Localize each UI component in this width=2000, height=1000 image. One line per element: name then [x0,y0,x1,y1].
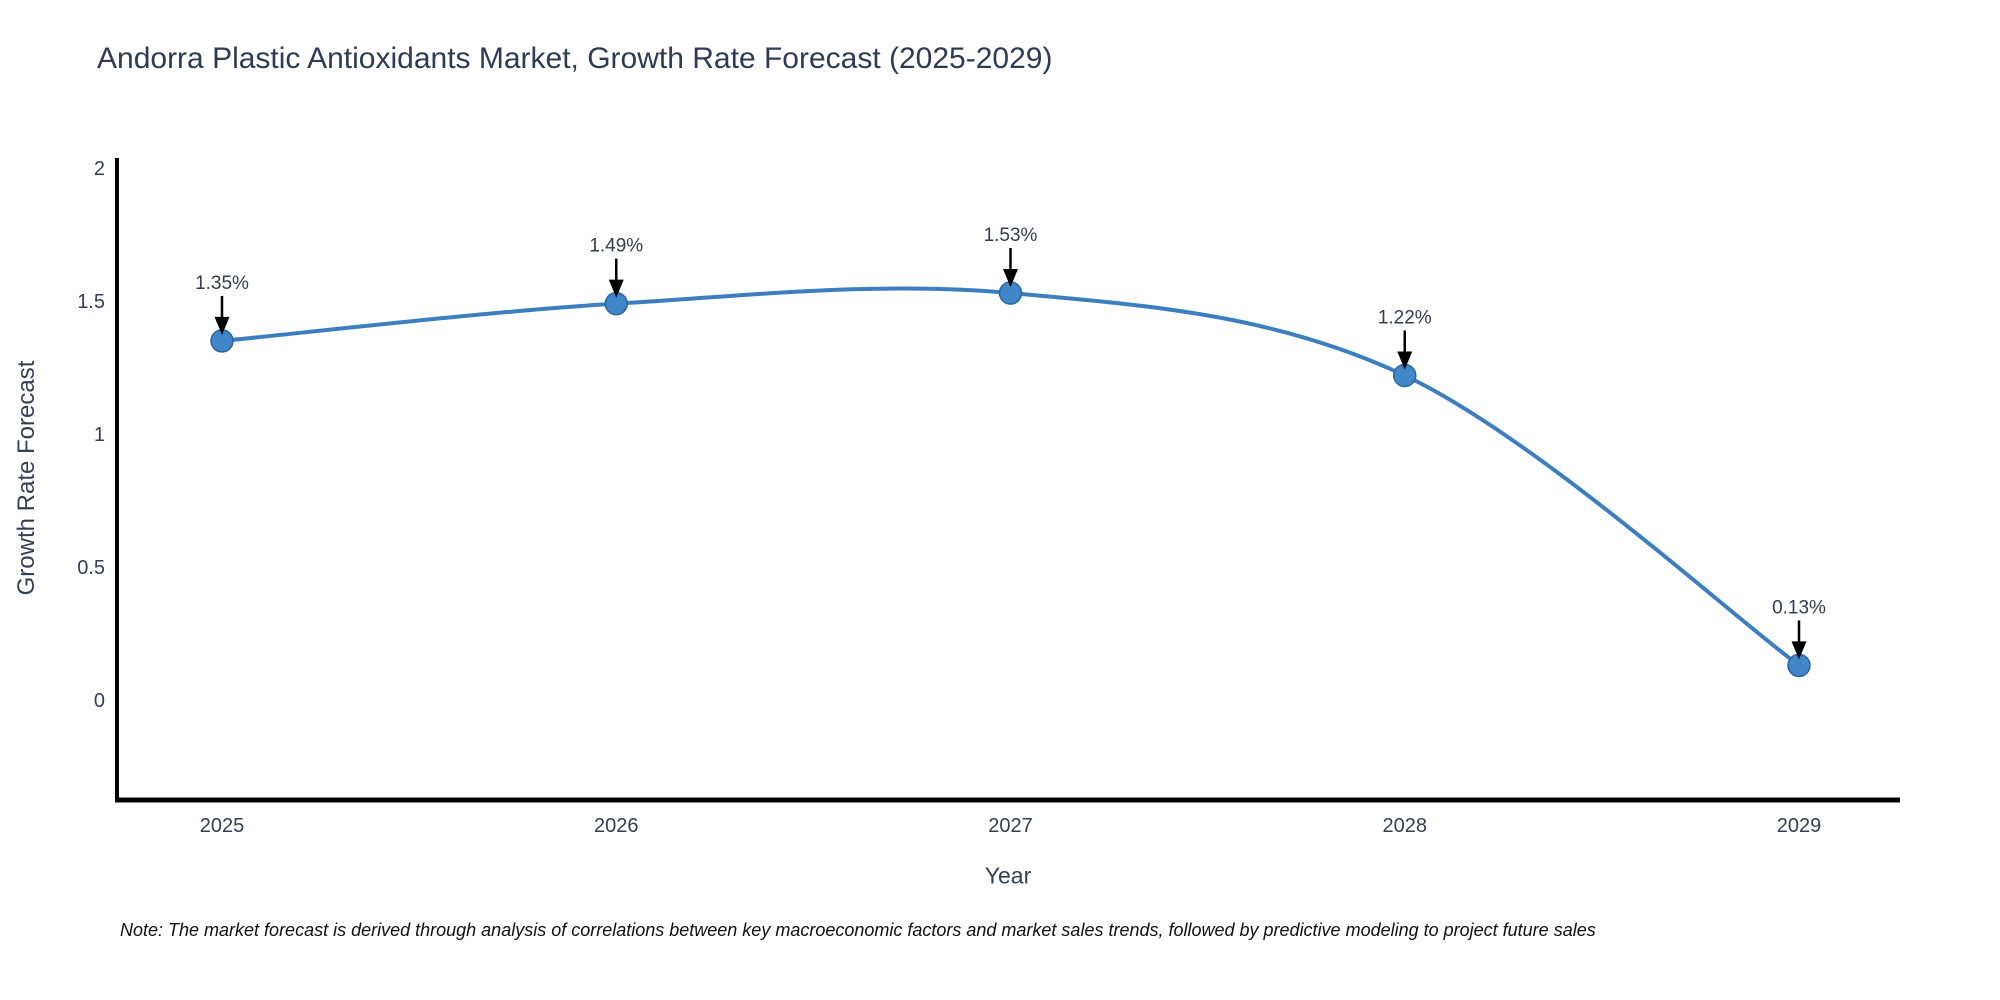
y-tick-label-1.5: 1.5 [77,291,105,313]
data-point-label: 1.22% [1378,307,1432,328]
x-axis-title: Year [984,862,1032,889]
y-tick-label-1: 1 [94,424,105,446]
data-point-label: 1.35% [195,273,249,294]
data-point-label: 1.49% [589,236,643,257]
x-tick-label-2029: 2029 [1777,815,1822,837]
forecast-line [220,286,1801,668]
y-tick-label-2: 2 [94,158,105,180]
x-tick-label-2027: 2027 [988,815,1033,837]
x-tick-label-2026: 2026 [594,815,639,837]
annotation-arrowhead [1791,641,1807,660]
chart-title: Andorra Plastic Antioxidants Market, Gro… [97,42,1053,75]
y-tick-label-0.5: 0.5 [77,557,105,579]
footnote: Note: The market forecast is derived thr… [120,920,1596,940]
x-tick-label-2025: 2025 [200,815,245,837]
annotation-arrowhead [214,316,230,335]
data-point-label: 0.13% [1772,597,1826,618]
annotation-arrowhead [1397,351,1413,370]
y-tick-label-0: 0 [94,690,105,712]
x-tick-label-2028: 2028 [1383,815,1428,837]
data-point-label: 1.53% [984,225,1038,246]
annotation-arrowhead [1003,269,1018,288]
annotation-arrowhead [608,279,624,298]
